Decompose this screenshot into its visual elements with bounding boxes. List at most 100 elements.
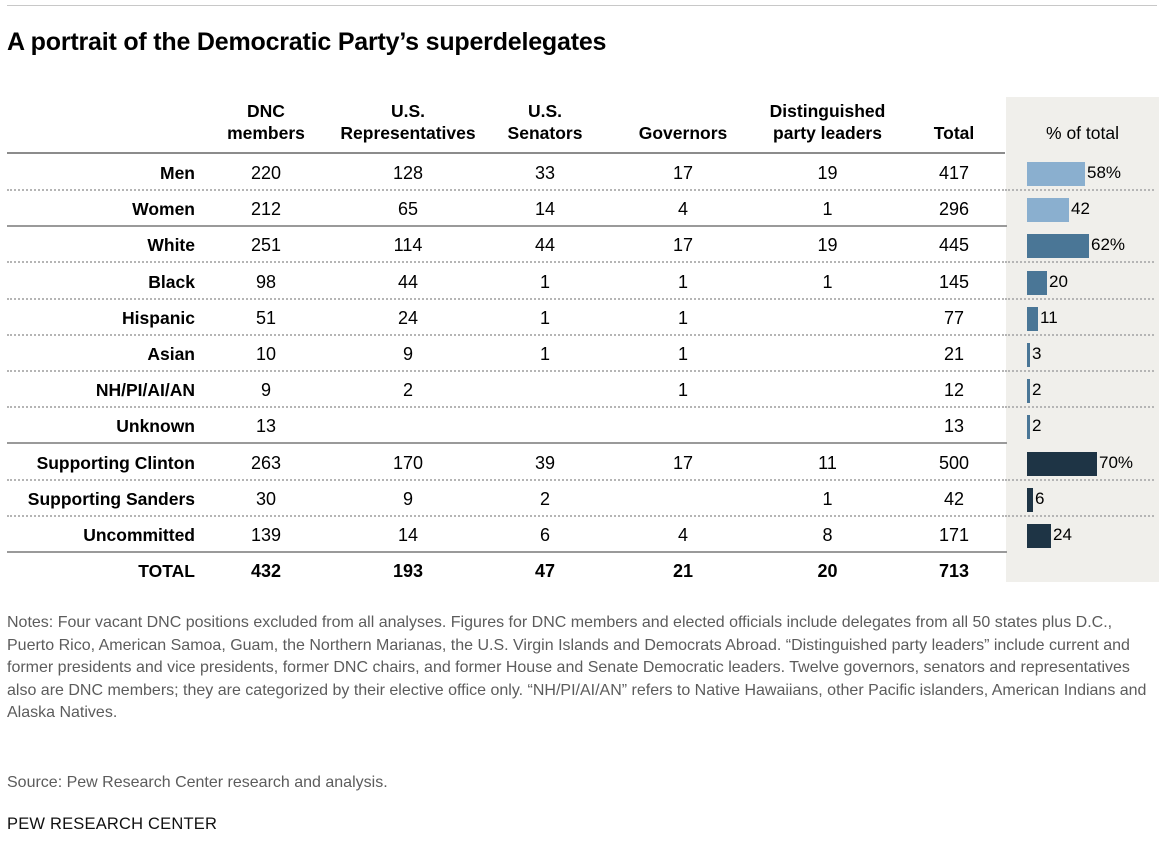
cell-dnc: 220	[250, 163, 282, 183]
row-divider-pct	[1008, 333, 1154, 336]
cell-total: 171	[938, 525, 970, 545]
cell-leaders: 19	[817, 163, 838, 183]
cell-senators	[503, 372, 587, 408]
row-divider	[7, 551, 1007, 553]
cell-dnc: 212	[250, 199, 282, 220]
cell-leaders: 8	[822, 525, 833, 545]
cell-total: 77	[943, 307, 965, 328]
notes: Notes: Four vacant DNC positions exclude…	[7, 614, 1147, 721]
row-divider-pct	[1008, 406, 1154, 409]
table-row: Women 212 65 14 4 1 296 42	[0, 191, 1162, 228]
cell-reps: 24	[397, 307, 419, 328]
col-header-dnc: DNC members	[227, 101, 305, 143]
cell-dnc: 10	[255, 344, 277, 364]
row-label: Women	[132, 199, 195, 220]
cell-dnc: 251	[250, 235, 282, 256]
cell-senators: 1	[539, 307, 550, 328]
table-row: Supporting Sanders 30 9 2 1 42 6	[0, 481, 1162, 517]
cell-reps: 114	[393, 235, 423, 256]
header-rule	[7, 152, 1005, 154]
cell-reps: 170	[392, 452, 424, 473]
cell-leaders	[755, 372, 900, 408]
cell-leaders	[755, 300, 900, 336]
row-label: TOTAL	[138, 561, 195, 582]
cell-total: 145	[938, 271, 970, 292]
pct-label: 2	[1032, 380, 1042, 400]
cell-leaders	[755, 336, 900, 372]
cell-leaders: 1	[822, 199, 833, 220]
cell-total: 296	[938, 199, 970, 220]
row-label: Black	[148, 271, 195, 292]
brand-name: PEW RESEARCH CENTER	[7, 815, 218, 833]
cell-senators	[503, 408, 587, 444]
col-header-total: Total	[933, 123, 975, 143]
pct-bar	[1027, 451, 1097, 476]
pct-label: 11	[1040, 307, 1058, 327]
cell-leaders: 1	[822, 488, 833, 509]
cell-governors: 17	[672, 163, 694, 183]
row-divider	[7, 478, 1007, 481]
row-label: Hispanic	[122, 307, 195, 328]
cell-governors	[628, 408, 738, 444]
top-rule	[7, 5, 1157, 6]
cell-governors: 21	[672, 561, 694, 582]
pct-bar	[1027, 524, 1051, 548]
row-label: Supporting Sanders	[27, 488, 195, 509]
cell-senators: 47	[534, 561, 556, 582]
table-header: DNC members U.S. Representatives U.S. Se…	[0, 97, 1162, 152]
cell-leaders: 11	[818, 452, 837, 473]
row-divider	[7, 297, 1007, 300]
col-header-reps: U.S. Representatives	[340, 101, 476, 143]
cell-senators: 1	[539, 271, 550, 292]
pct-label: 70%	[1099, 452, 1134, 472]
pct-bar	[1027, 234, 1089, 259]
cell-governors: 4	[677, 199, 688, 220]
row-divider	[7, 514, 1007, 517]
pct-bar	[1027, 343, 1030, 367]
pct-label: 3	[1032, 344, 1042, 363]
table-row: Unknown 13 13 2	[0, 408, 1162, 445]
pct-label: 24	[1053, 525, 1072, 544]
cell-governors: 1	[677, 344, 688, 364]
cell-governors: 17	[672, 452, 694, 473]
pct-label: 58%	[1087, 163, 1122, 182]
cell-dnc: 9	[260, 380, 271, 401]
pct-bar	[1027, 379, 1030, 404]
cell-dnc: 432	[250, 561, 282, 582]
cell-senators: 33	[534, 163, 556, 183]
table-row: Hispanic 51 24 1 1 77 11	[0, 300, 1162, 336]
row-divider	[7, 225, 1007, 228]
cell-total: 417	[938, 163, 970, 183]
pct-label: 62%	[1091, 235, 1126, 255]
cell-total: 445	[938, 235, 970, 256]
pct-bar	[1027, 487, 1033, 512]
pct-label: 20	[1049, 271, 1068, 291]
row-label: NH/PI/AI/AN	[95, 380, 195, 401]
cell-senators: 44	[534, 235, 556, 256]
cell-reps: 44	[397, 271, 419, 292]
cell-senators: 39	[534, 452, 556, 473]
cell-governors: 1	[677, 271, 688, 292]
cell-senators: 14	[534, 199, 556, 220]
row-label: White	[147, 235, 195, 256]
source: Source: Pew Research Center research and…	[7, 774, 388, 791]
cell-reps: 9	[402, 344, 413, 364]
pct-bar	[1027, 162, 1085, 186]
cell-total: 21	[943, 344, 965, 364]
table-row: Asian 10 9 1 1 21 3	[0, 336, 1162, 372]
cell-total: 500	[938, 452, 970, 473]
table-row: Supporting Clinton 263 170 39 17 11 500 70%	[0, 445, 1162, 481]
table-row: NH/PI/AI/AN 9 2 1 12 2	[0, 372, 1162, 409]
cell-leaders: 19	[817, 235, 838, 256]
row-divider	[7, 442, 1007, 445]
table-row: Uncommitted 139 14 6 4 8 171 24	[0, 517, 1162, 553]
cell-leaders: 1	[822, 271, 833, 292]
col-header-senators: U.S. Senators	[507, 101, 583, 143]
cell-dnc: 13	[255, 416, 277, 437]
cell-senators: 2	[539, 488, 550, 509]
cell-dnc: 263	[250, 452, 282, 473]
row-divider	[7, 261, 1007, 264]
row-divider	[7, 370, 1007, 372]
row-divider-pct	[1008, 370, 1154, 372]
cell-dnc: 139	[250, 525, 282, 545]
